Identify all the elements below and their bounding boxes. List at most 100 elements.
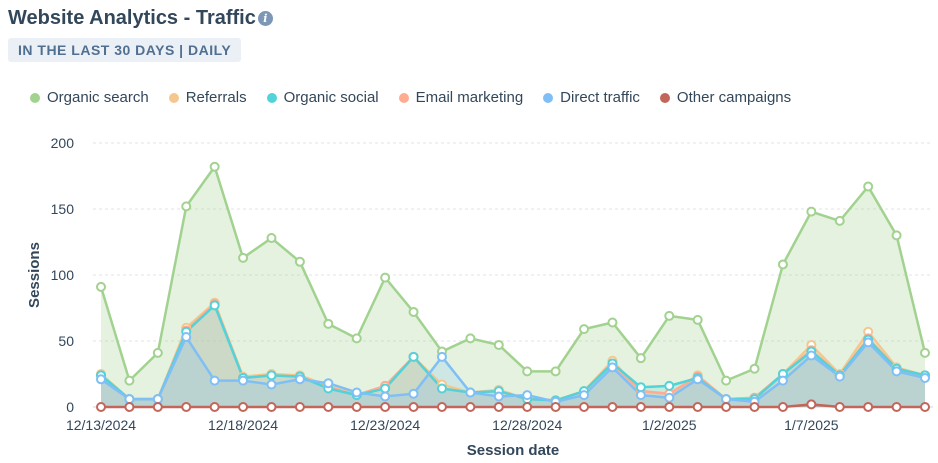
data-point — [209, 161, 220, 172]
data-point — [522, 402, 533, 412]
y-tick-label: 0 — [66, 399, 74, 415]
data-point — [749, 402, 760, 412]
data-point — [635, 353, 646, 364]
legend-label: Direct traffic — [560, 89, 640, 106]
data-point — [550, 402, 561, 412]
legend-label: Organic social — [283, 89, 379, 106]
legend-dot — [168, 92, 179, 103]
data-point — [635, 402, 646, 412]
x-tick-label: 12/28/2024 — [492, 417, 562, 433]
legend-label: Organic search — [47, 89, 149, 106]
x-tick-label: 12/18/2024 — [208, 417, 278, 433]
data-point — [777, 259, 788, 270]
data-point — [181, 332, 192, 343]
data-point — [777, 375, 788, 386]
data-point — [266, 370, 277, 381]
data-point — [238, 402, 249, 412]
data-point — [721, 375, 732, 386]
data-point — [465, 333, 476, 344]
data-point — [664, 380, 675, 391]
data-point — [266, 402, 277, 412]
data-point — [891, 402, 902, 412]
data-point — [408, 351, 419, 362]
data-point — [436, 402, 447, 412]
data-point — [124, 394, 135, 405]
data-point — [863, 402, 874, 412]
x-tick-label: 1/7/2025 — [784, 417, 839, 433]
data-point — [294, 402, 305, 412]
series-area-direct-traffic — [101, 337, 925, 407]
data-point — [408, 306, 419, 317]
data-point — [181, 402, 192, 412]
data-point — [721, 402, 732, 412]
data-point — [408, 402, 419, 412]
title-row: Website Analytics - Traffic i — [8, 7, 273, 30]
info-icon[interactable]: i — [257, 11, 273, 26]
x-axis-title: Session date — [467, 442, 560, 459]
data-point — [493, 391, 504, 402]
data-point — [465, 387, 476, 398]
data-point — [920, 402, 930, 412]
page-title: Website Analytics - Traffic — [8, 7, 256, 29]
data-point — [522, 390, 533, 401]
data-point — [238, 252, 249, 263]
data-point — [323, 402, 334, 412]
data-point — [834, 215, 845, 226]
legend-item-organic-search[interactable]: Organic search — [30, 89, 149, 106]
series-line-organic-search — [99, 165, 927, 382]
data-point — [124, 402, 135, 412]
data-point — [209, 402, 220, 412]
data-point — [607, 317, 618, 328]
data-point — [920, 347, 930, 358]
data-point — [380, 383, 391, 394]
data-point — [294, 256, 305, 267]
y-tick-label: 50 — [58, 333, 74, 349]
x-tick-label: 12/23/2024 — [350, 417, 420, 433]
data-point — [834, 371, 845, 382]
y-tick-label: 150 — [51, 201, 75, 217]
data-point — [493, 339, 504, 350]
data-point — [891, 230, 902, 241]
series-area-organic-search — [101, 166, 925, 407]
data-point — [380, 402, 391, 412]
legend-item-direct-traffic[interactable]: Direct traffic — [543, 89, 640, 106]
date-range-badge: IN THE LAST 30 DAYS | DAILY — [8, 38, 242, 62]
data-point — [408, 388, 419, 399]
data-point — [238, 375, 249, 386]
data-point — [863, 181, 874, 192]
data-point — [96, 281, 106, 292]
data-point — [351, 387, 362, 398]
data-point — [522, 366, 533, 377]
data-point — [493, 402, 504, 412]
data-point — [692, 374, 703, 385]
data-point — [152, 394, 163, 405]
data-point — [863, 337, 874, 348]
chart-legend: Organic search Referrals Organic social Ema… — [30, 89, 791, 106]
data-point — [664, 402, 675, 412]
data-point — [550, 366, 561, 377]
data-point — [749, 363, 760, 374]
legend-item-email-marketing[interactable]: Email marketing — [398, 89, 523, 106]
data-point — [209, 375, 220, 386]
legend-item-referrals[interactable]: Referrals — [168, 89, 247, 106]
data-point — [152, 402, 163, 412]
data-point — [266, 379, 277, 390]
legend-dot — [659, 92, 670, 103]
data-point — [692, 402, 703, 412]
data-point — [579, 390, 590, 401]
legend-dot — [543, 92, 554, 103]
series-area-organic-social — [101, 305, 925, 407]
legend-item-organic-social[interactable]: Organic social — [266, 89, 379, 106]
data-point — [96, 374, 106, 385]
legend-item-other-campaigns[interactable]: Other campaigns — [659, 89, 791, 106]
data-point — [96, 402, 106, 412]
data-point — [834, 402, 845, 412]
legend-dot — [266, 92, 277, 103]
data-point — [181, 201, 192, 212]
y-axis-title: Sessions — [26, 242, 43, 308]
data-point — [607, 362, 618, 373]
x-tick-label: 1/2/2025 — [642, 417, 697, 433]
data-point — [465, 402, 476, 412]
data-point — [635, 382, 646, 393]
